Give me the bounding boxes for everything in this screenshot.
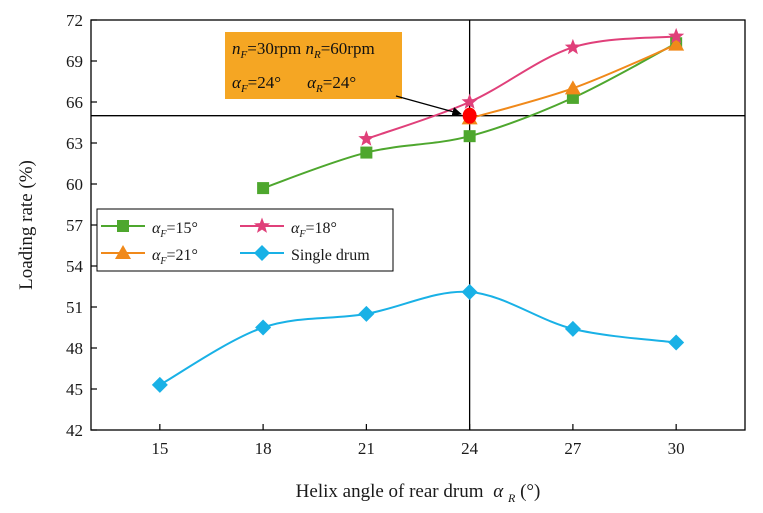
data-point-series-4: [151, 376, 168, 393]
x-tick-label: 30: [668, 439, 685, 458]
legend-frame: [96, 208, 394, 272]
x-axis-title-text: Helix angle of rear drum: [296, 481, 484, 502]
series-line-4: [159, 290, 677, 386]
axis-ticks: 15 18 21 24 27 30 42 45 48 51 54 57 60 63 66 69 72: [66, 11, 685, 458]
x-tick-label: 27: [564, 439, 582, 458]
reference-lines: [91, 20, 745, 430]
x-tick-label: 18: [255, 439, 272, 458]
x-axis-title: Helix angle of rear drum α R (°): [296, 481, 541, 507]
data-point-series-4: [461, 283, 478, 300]
y-tick-label: 72: [66, 11, 83, 30]
y-tick-label: 45: [66, 380, 83, 399]
data-point-series-2: [668, 27, 685, 44]
x-tick-label: 21: [358, 439, 375, 458]
x-axis-title-sub: R: [507, 491, 516, 505]
data-point-series-1: [257, 182, 270, 195]
data-point-series-4: [668, 334, 685, 351]
data-point-series-2: [564, 38, 581, 55]
legend: αF=15° αF=18° αF=21° Single drum: [96, 208, 394, 272]
y-axis-title: Loading rate (%): [16, 160, 37, 290]
legend-marker-series-2: [253, 217, 271, 233]
y-tick-label: 60: [66, 175, 83, 194]
y-tick-label: 48: [66, 339, 83, 358]
y-tick-label: 66: [66, 93, 83, 112]
x-axis-title-symbol: α: [493, 481, 504, 502]
data-point-series-1: [360, 146, 373, 159]
legend-marker-series-3: [115, 245, 131, 259]
data-point-series-1: [463, 130, 476, 143]
annotation-arrow: [395, 95, 462, 117]
marker-layer: [151, 27, 685, 393]
legend-label-series-2: αF=18°: [291, 220, 337, 240]
x-axis-title-unit: (°): [520, 481, 540, 502]
x-tick-label: 24: [461, 439, 479, 458]
series-line-2: [366, 35, 677, 140]
highlight-point: [462, 107, 477, 124]
x-tick-label: 15: [151, 439, 168, 458]
y-tick-label: 42: [66, 421, 83, 440]
data-point-series-2: [358, 130, 375, 146]
legend-label-series-4: Single drum: [291, 247, 370, 264]
data-point-series-2: [461, 93, 478, 109]
y-tick-label: 63: [66, 134, 83, 153]
annotation-box: nF=30rpm nR=60rpm αF=24° αR=24°: [225, 32, 402, 99]
annotation-line-2: αF=24° αR=24°: [232, 73, 356, 95]
legend-label-series-3: αF=21°: [152, 247, 198, 267]
data-point-series-4: [255, 319, 272, 336]
legend-marker-series-1: [117, 220, 129, 232]
data-point-series-1: [566, 91, 579, 104]
data-point-series-4: [564, 320, 581, 337]
legend-marker-series-4: [254, 245, 270, 261]
data-point-series-4: [358, 305, 375, 322]
y-tick-label: 54: [66, 257, 84, 276]
annotation-background: [225, 32, 402, 99]
data-point-series-3: [564, 80, 581, 95]
y-tick-label: 51: [66, 298, 83, 317]
y-tick-label: 69: [66, 52, 83, 71]
annotation-line-1: nF=30rpm nR=60rpm: [232, 39, 375, 61]
data-point-series-3: [668, 36, 685, 51]
y-tick-label: 57: [66, 216, 84, 235]
legend-label-series-1: αF=15°: [152, 220, 198, 240]
